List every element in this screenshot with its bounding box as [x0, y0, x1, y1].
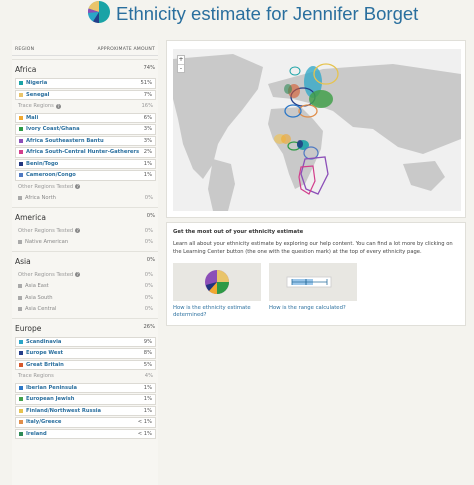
region-africa-header[interactable]: Africa 74%: [12, 59, 158, 77]
ethnicity-row-european-jewish[interactable]: European Jewish 1%: [15, 394, 156, 405]
ethnicity-list: REGION APPROXIMATE AMOUNT Africa 74% Nig…: [12, 40, 158, 485]
ethnicity-row-ireland[interactable]: Ireland < 1%: [15, 428, 156, 439]
trace-regions-label: Trace Regions 4%: [18, 373, 153, 380]
region-pct: 0%: [146, 256, 155, 263]
help-info-card: Get the most out of your ethnicity estim…: [166, 222, 466, 326]
ethnicity-row-bantu[interactable]: Africa Southeastern Bantu 3%: [15, 135, 156, 146]
region-europe-header[interactable]: Europe 26%: [12, 317, 158, 336]
ethnicity-row-hunter-gatherers[interactable]: Africa South-Central Hunter-Gatherers 2%: [15, 147, 156, 158]
ethnicity-row-scandinavia[interactable]: Scandinavia 9%: [15, 336, 156, 347]
ethnicity-pie-icon: [87, 0, 110, 24]
color-swatch: [19, 339, 23, 344]
info-text: Learn all about your ethnicity estimate …: [173, 241, 453, 255]
pie-chart-thumbnail[interactable]: [173, 263, 261, 301]
column-region: REGION: [15, 47, 35, 52]
help-icon[interactable]: ?: [75, 272, 81, 278]
map-zoom-controls: + -: [177, 55, 185, 73]
ethnicity-row-finland[interactable]: Finland/Northwest Russia 1%: [15, 405, 156, 416]
region-america-header[interactable]: America 0%: [12, 206, 158, 225]
region-name: America: [15, 212, 46, 222]
region-pct: 0%: [146, 212, 155, 219]
color-swatch: [18, 196, 22, 201]
other-regions-label: Other Regions Tested? 0%: [18, 227, 153, 234]
help-icon[interactable]: ?: [75, 184, 81, 190]
color-swatch: [19, 127, 23, 132]
color-swatch: [19, 385, 23, 390]
other-regions-label: Other Regions Tested? 0%: [18, 271, 153, 278]
ethnicity-row-asia-east[interactable]: Asia East 0%: [15, 281, 156, 292]
map-region-mali[interactable]: [281, 134, 291, 144]
ethnicity-estimate-link[interactable]: How is the ethnicity estimate determined…: [173, 305, 251, 318]
other-regions-label: Other Regions Tested?: [18, 183, 81, 190]
range-thumbnail[interactable]: [269, 263, 357, 301]
color-swatch: [18, 307, 22, 312]
ethnicity-row-europe-west[interactable]: Europe West 8%: [15, 348, 156, 359]
zoom-in-button[interactable]: +: [178, 56, 184, 63]
info-title: Get the most out of your ethnicity estim…: [173, 229, 304, 235]
region-pct: 26%: [143, 323, 155, 330]
ethnicity-row-nigeria[interactable]: Nigeria 51%: [15, 78, 156, 89]
ethnicity-row-benin[interactable]: Benin/Togo 1%: [15, 158, 156, 169]
map-region-hunter-gatherers[interactable]: [298, 165, 316, 195]
region-name: Europe: [15, 323, 42, 333]
ethnicity-row-mali[interactable]: Mali 6%: [15, 112, 156, 123]
color-swatch: [19, 408, 23, 413]
region-name: Asia: [15, 256, 31, 266]
trace-regions-label: Trace Regions? 16%: [18, 103, 153, 110]
ethnicity-row-italy-greece[interactable]: Italy/Greece < 1%: [15, 417, 156, 428]
ethnicity-row-ivory-coast[interactable]: Ivory Coast/Ghana 3%: [15, 124, 156, 135]
color-swatch: [19, 431, 23, 436]
ethnicity-map-card: + -: [166, 40, 466, 218]
range-bar-icon: [286, 276, 332, 288]
help-icon[interactable]: ?: [75, 228, 81, 234]
ethnicity-map[interactable]: + -: [173, 49, 461, 211]
color-swatch: [18, 295, 22, 300]
map-region-european-jewish[interactable]: [309, 90, 333, 108]
region-pct: 74%: [143, 65, 155, 71]
color-swatch: [19, 397, 23, 402]
region-asia-header[interactable]: Asia 0%: [12, 250, 158, 269]
map-region-scandinavia[interactable]: [304, 66, 322, 98]
page-header: Ethnicity estimate for Jennifer Borget: [0, 0, 474, 36]
ethnicity-row-cameroon[interactable]: Cameroon/Congo 1%: [15, 170, 156, 181]
ethnicity-row-iberian[interactable]: Iberian Peninsula 1%: [15, 382, 156, 393]
zoom-out-button[interactable]: -: [178, 64, 184, 72]
map-region-finland[interactable]: [313, 63, 339, 85]
map-region-bantu[interactable]: [300, 156, 329, 195]
ethnicity-row-africa-north[interactable]: Africa North 0%: [15, 193, 156, 204]
color-swatch: [19, 173, 23, 178]
help-icon[interactable]: ?: [55, 103, 61, 109]
color-swatch: [18, 284, 22, 289]
color-swatch: [19, 138, 23, 143]
page-title: Ethnicity estimate for Jennifer Borget: [116, 3, 419, 24]
list-column-header: REGION APPROXIMATE AMOUNT: [12, 40, 158, 56]
color-swatch: [19, 362, 23, 367]
range-calculated-link[interactable]: How is the range calculated?: [269, 305, 346, 311]
map-region-iberian[interactable]: [284, 104, 302, 118]
ethnicity-row-senegal[interactable]: Senegal 7%: [15, 89, 156, 100]
map-region-benin[interactable]: [297, 140, 303, 148]
color-swatch: [18, 240, 22, 245]
map-region-italy[interactable]: [298, 104, 318, 118]
column-amount: APPROXIMATE AMOUNT: [97, 47, 155, 52]
color-swatch: [19, 351, 23, 356]
map-region-ireland[interactable]: [284, 84, 292, 94]
color-swatch: [19, 150, 23, 155]
color-swatch: [19, 420, 23, 425]
ethnicity-row-great-britain[interactable]: Great Britain 5%: [15, 359, 156, 370]
ethnicity-row-native-american[interactable]: Native American 0%: [15, 237, 156, 248]
pie-chart-icon: [205, 270, 229, 295]
color-swatch: [19, 161, 23, 166]
color-swatch: [19, 92, 23, 97]
ethnicity-row-asia-south[interactable]: Asia South 0%: [15, 293, 156, 304]
region-name: Africa: [15, 65, 37, 74]
color-swatch: [19, 115, 23, 120]
color-swatch: [19, 81, 23, 86]
ethnicity-row-asia-central[interactable]: Asia Central 0%: [15, 304, 156, 315]
world-map[interactable]: [173, 49, 461, 211]
